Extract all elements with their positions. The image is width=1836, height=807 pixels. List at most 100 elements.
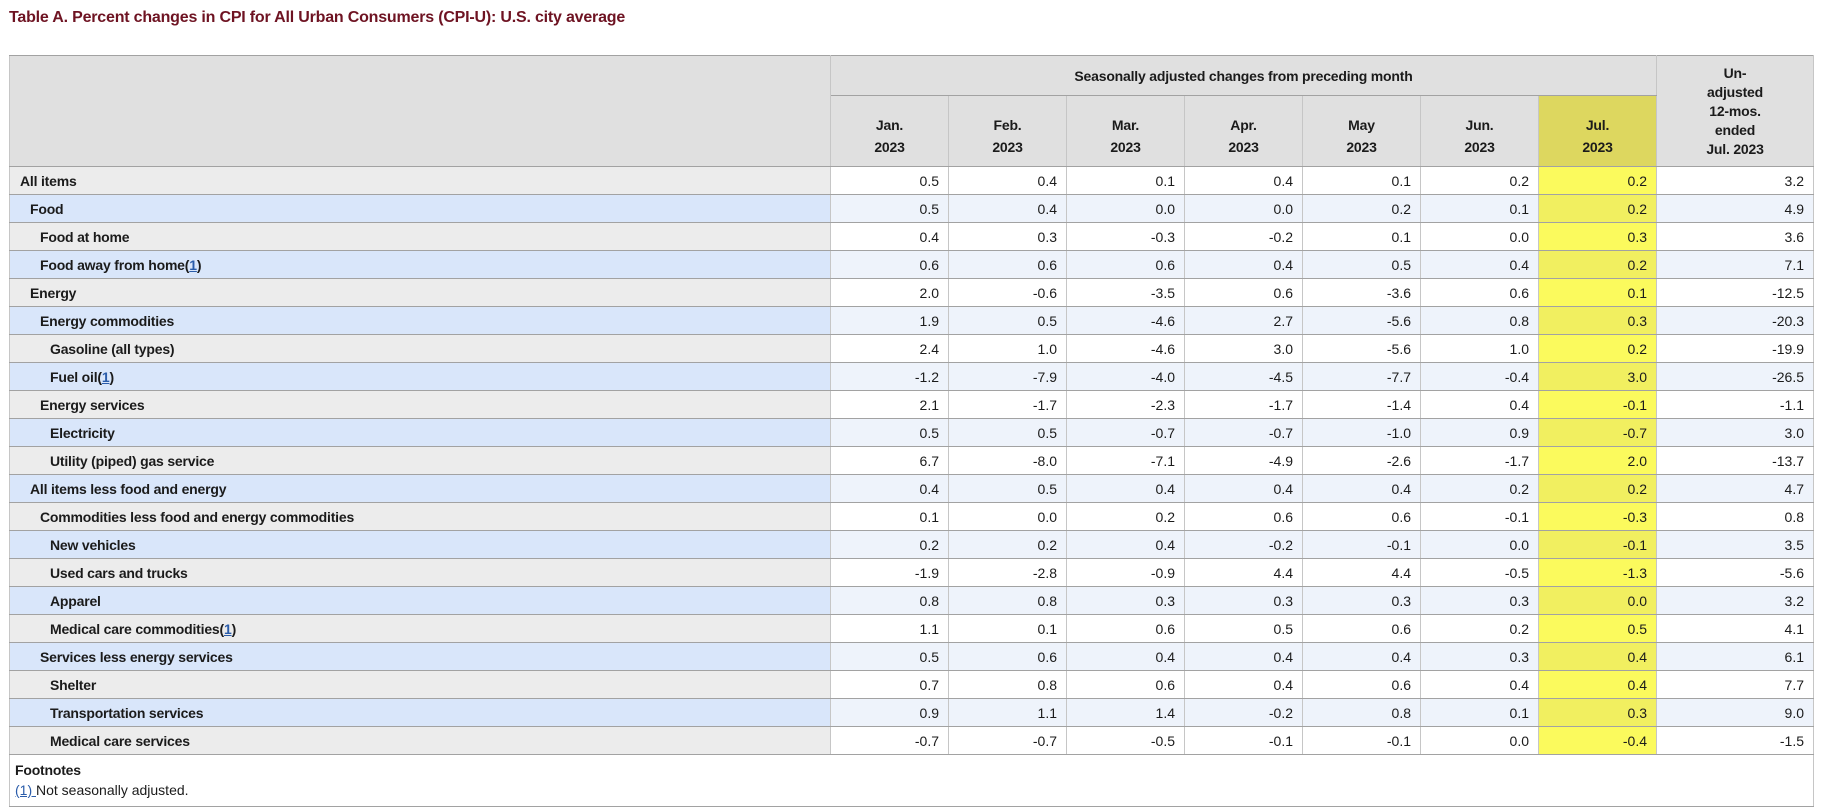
row-label: Food at home (9, 222, 831, 251)
unadjusted-value-cell: 6.1 (1656, 642, 1815, 671)
row-label-text: Food away from home (40, 256, 185, 273)
value-cell: 0.6 (1302, 670, 1421, 699)
unadjusted-value-cell: -19.9 (1656, 334, 1815, 363)
value-cell: 0.0 (948, 502, 1067, 531)
value-cell: 0.3 (1537, 698, 1658, 727)
unadjusted-value-cell: -5.6 (1656, 558, 1815, 587)
value-cell: 0.6 (1302, 502, 1421, 531)
value-cell: -0.1 (1537, 390, 1658, 419)
row-label: Used cars and trucks (9, 558, 831, 587)
value-cell: -0.7 (1066, 418, 1185, 447)
value-cell: -4.0 (1066, 362, 1185, 391)
value-cell: -0.9 (1066, 558, 1185, 587)
table-row: Transportation services 0.9 1.1 1.4 -0.2 0.8 0… (9, 698, 1815, 727)
value-cell: -0.2 (1184, 698, 1303, 727)
row-label: Energy (9, 278, 831, 307)
table-row: Energy services 2.1 -1.7 -2.3 -1.7 -1.4 0.4 -0.… (9, 390, 1815, 419)
value-cell: 3.0 (1537, 362, 1658, 391)
footnote-ref-link[interactable]: 1 (189, 256, 197, 273)
row-label: Gasoline (all types) (9, 334, 831, 363)
value-cell: 1.9 (830, 306, 949, 335)
table-row: All items 0.5 0.4 0.1 0.4 0.1 0.2 0.2 3.2 (9, 166, 1815, 195)
value-cell: 0.8 (1420, 306, 1539, 335)
unadjusted-value-cell: -1.1 (1656, 390, 1815, 419)
footnote-item: (1) Not seasonally adjusted. (15, 782, 1813, 798)
unadjusted-value-cell: -12.5 (1656, 278, 1815, 307)
value-cell: -0.2 (1184, 222, 1303, 251)
table-row: Utility (piped) gas service 6.7 -8.0 -7.1 -4… (9, 446, 1815, 475)
value-cell: 4.4 (1302, 558, 1421, 587)
value-cell: 0.6 (1302, 614, 1421, 643)
value-cell: 2.1 (830, 390, 949, 419)
row-label: Electricity (9, 418, 831, 447)
unadjusted-value-cell: 4.1 (1656, 614, 1815, 643)
table-row: Medical care services -0.7 -0.7 -0.5 -0.1 -0.… (9, 726, 1815, 755)
value-cell: 0.3 (1537, 306, 1658, 335)
value-cell: -0.1 (1537, 530, 1658, 559)
value-cell: 0.4 (1184, 642, 1303, 671)
footnote-marker-link[interactable]: (1) (15, 782, 36, 798)
value-cell: 0.3 (1537, 222, 1658, 251)
footnotes-cell: Footnotes (1) Not seasonally adjusted. (8, 754, 1815, 807)
value-cell: 0.0 (1066, 194, 1185, 223)
value-cell: 0.1 (1420, 698, 1539, 727)
value-cell: 0.8 (830, 586, 949, 615)
value-cell: 0.3 (1420, 642, 1539, 671)
value-cell: 0.2 (1537, 194, 1658, 223)
row-label: Apparel (9, 586, 831, 615)
value-cell: -0.7 (1184, 418, 1303, 447)
footnote-ref-link[interactable]: 1 (101, 368, 110, 385)
footnote-ref-link[interactable]: 1 (223, 620, 232, 637)
unadjusted-value-cell: 3.2 (1656, 166, 1815, 195)
row-label: Utility (piped) gas service (9, 446, 831, 475)
unadjusted-value-cell: -20.3 (1656, 306, 1815, 335)
column-header-jul-2023: Jul. 2023 (1537, 95, 1658, 167)
value-cell: 0.1 (1302, 222, 1421, 251)
value-cell: 0.4 (1420, 250, 1539, 279)
value-cell: 0.4 (830, 222, 949, 251)
value-cell: -0.7 (830, 726, 949, 755)
table-row: Food at home 0.4 0.3 -0.3 -0.2 0.1 0.0 0.3 3.6 (9, 222, 1815, 251)
value-cell: 0.5 (830, 194, 949, 223)
footnotes-row: Footnotes (1) Not seasonally adjusted. (8, 754, 1815, 807)
footnote-text: Not seasonally adjusted. (36, 782, 189, 798)
value-cell: 0.6 (1066, 614, 1185, 643)
column-header-apr-2023: Apr. 2023 (1184, 95, 1303, 167)
column-header-jan-2023: Jan. 2023 (830, 95, 949, 167)
row-label: Shelter (9, 670, 831, 699)
row-label-text: Used cars and trucks (50, 564, 188, 581)
value-cell: 0.2 (1537, 334, 1658, 363)
value-cell: 2.4 (830, 334, 949, 363)
value-cell: 0.1 (830, 502, 949, 531)
row-label-text: Fuel oil (50, 368, 98, 385)
value-cell: 4.4 (1184, 558, 1303, 587)
value-cell: -1.7 (1420, 446, 1539, 475)
value-cell: -4.5 (1184, 362, 1303, 391)
value-cell: 0.5 (1537, 614, 1658, 643)
value-cell: 0.9 (1420, 418, 1539, 447)
value-cell: -1.3 (1537, 558, 1658, 587)
value-cell: 0.4 (1184, 474, 1303, 503)
table-row: Electricity 0.5 0.5 -0.7 -0.7 -1.0 0.9 -0.7 3.0 (9, 418, 1815, 447)
value-cell: -7.7 (1302, 362, 1421, 391)
value-cell: -4.6 (1066, 306, 1185, 335)
row-label-text: Energy (30, 284, 77, 301)
value-cell: -0.4 (1537, 726, 1658, 755)
value-cell: 0.4 (1184, 670, 1303, 699)
value-cell: 0.7 (830, 670, 949, 699)
table-row: Food 0.5 0.4 0.0 0.0 0.2 0.1 0.2 4.9 (9, 194, 1815, 223)
value-cell: 0.6 (1420, 278, 1539, 307)
value-cell: 0.4 (1537, 642, 1658, 671)
value-cell: -1.9 (830, 558, 949, 587)
column-header-jun-2023: Jun. 2023 (1420, 95, 1539, 167)
value-cell: -7.9 (948, 362, 1067, 391)
stub-header-cell (9, 55, 831, 167)
row-label-text: Services less energy services (40, 648, 233, 665)
value-cell: 0.4 (1420, 390, 1539, 419)
value-cell: 0.5 (948, 306, 1067, 335)
value-cell: 0.5 (948, 418, 1067, 447)
value-cell: 0.2 (830, 530, 949, 559)
table-row: Medical care commodities(1) 1.1 0.1 0.6 0.5 0… (9, 614, 1815, 643)
unadjusted-value-cell: 7.7 (1656, 670, 1815, 699)
value-cell: 0.1 (1537, 278, 1658, 307)
